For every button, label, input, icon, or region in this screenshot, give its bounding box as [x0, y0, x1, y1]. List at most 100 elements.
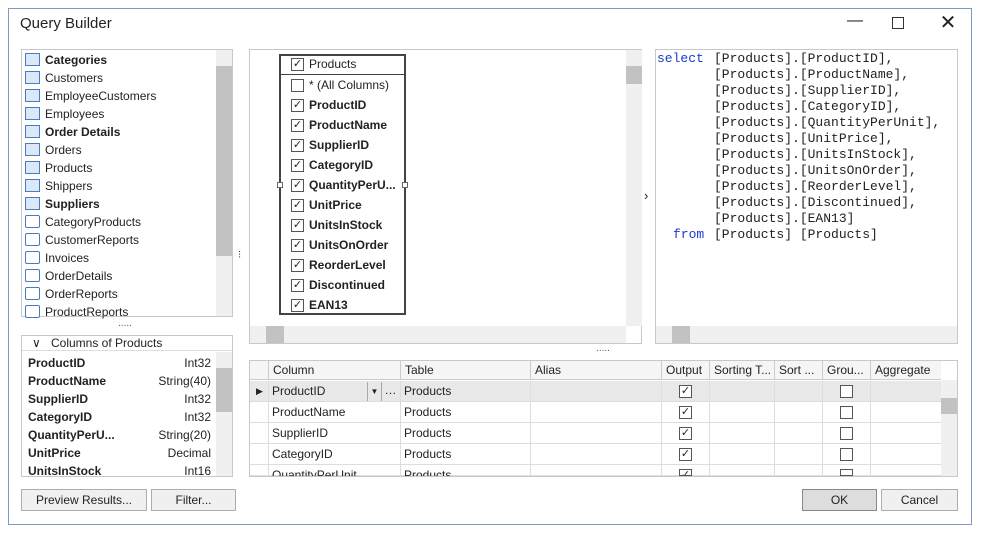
checkbox[interactable]: ✓ [291, 139, 304, 152]
table-item[interactable]: OrderDetails [45, 269, 113, 283]
columns-header-line [22, 350, 232, 351]
checkbox[interactable]: ✓ [679, 406, 692, 419]
column-name: SupplierID [28, 392, 89, 406]
checkbox[interactable]: ✓ [291, 279, 304, 292]
grid-cell[interactable]: QuantityPerUnit [272, 468, 357, 476]
grid-cell[interactable]: ProductID [272, 384, 326, 398]
table-item[interactable]: Products [45, 161, 93, 175]
table-item[interactable]: EmployeeCustomers [45, 89, 157, 103]
field-name[interactable]: * (All Columns) [309, 78, 390, 92]
sql-text: [Products].[QuantityPerUnit], [714, 115, 941, 130]
table-item[interactable]: Customers [45, 71, 104, 85]
cancel-button[interactable]: Cancel [881, 489, 958, 511]
table-icon [25, 107, 40, 120]
checkbox[interactable]: ✓ [291, 219, 304, 232]
table-icon [25, 287, 40, 300]
columns-panel [21, 335, 233, 477]
column-type: Int16 [184, 464, 211, 478]
field-name[interactable]: UnitsInStock [309, 218, 383, 232]
grid-cell[interactable]: ProductName [272, 405, 346, 419]
grid-cell[interactable]: Products [404, 426, 452, 440]
cell-border [530, 444, 531, 465]
checkbox[interactable] [840, 427, 853, 440]
maximize-button[interactable] [892, 17, 904, 29]
field-name[interactable]: ReorderLevel [309, 258, 386, 272]
checkbox[interactable]: ✓ [291, 259, 304, 272]
field-name[interactable]: Discontinued [309, 278, 386, 292]
table-item[interactable]: Categories [45, 53, 108, 67]
field-name[interactable]: UnitsOnOrder [309, 238, 389, 252]
column-name: ProductID [28, 356, 86, 370]
checkbox[interactable]: ✓ [291, 239, 304, 252]
cell-border [870, 444, 871, 465]
close-button[interactable]: ✕ [939, 12, 957, 34]
grid-header: Table [400, 361, 530, 380]
cell-border [530, 423, 531, 444]
filter-button[interactable]: Filter... [151, 489, 236, 511]
grid-cell[interactable]: Products [404, 405, 452, 419]
sql-text: [Products].[Discontinued], [714, 195, 917, 210]
field-name[interactable]: EAN13 [309, 298, 348, 312]
checkbox[interactable]: ✓ [291, 299, 304, 312]
checkbox[interactable]: ✓ [291, 159, 304, 172]
cell-border [870, 402, 871, 423]
checkbox[interactable]: ✓ [679, 469, 692, 476]
grid-cell[interactable]: CategoryID [272, 447, 333, 461]
tables-panel [21, 49, 233, 317]
checkbox[interactable] [840, 448, 853, 461]
table-item[interactable]: Orders [45, 143, 82, 157]
splitter: ..... [596, 343, 610, 353]
cell-border [709, 402, 710, 423]
cell-border [774, 423, 775, 444]
checkbox[interactable]: ✓ [291, 119, 304, 132]
preview-button[interactable]: Preview Results... [21, 489, 147, 511]
field-name[interactable]: SupplierID [309, 138, 370, 152]
grid-cell[interactable]: Products [404, 384, 452, 398]
ok-button[interactable]: OK [802, 489, 877, 511]
ellipsis-button[interactable]: … [381, 382, 399, 401]
sql-text: [Products].[ProductName], [714, 67, 910, 82]
table-item[interactable]: CategoryProducts [45, 215, 142, 229]
field-name[interactable]: ProductID [309, 98, 367, 112]
grid-header: Grou... [822, 361, 870, 380]
checkbox[interactable]: ✓ [679, 427, 692, 440]
table-icon [25, 233, 40, 246]
checkbox[interactable]: ✓ [291, 58, 304, 71]
sql-text: [Products] [Products] [714, 227, 878, 242]
checkbox[interactable]: ✓ [291, 179, 304, 192]
checkbox[interactable] [840, 385, 853, 398]
field-name[interactable]: QuantityPerU... [309, 178, 396, 192]
field-name[interactable]: CategoryID [309, 158, 374, 172]
window-title: Query Builder [20, 15, 112, 32]
column-type: Decimal [167, 446, 211, 460]
table-item[interactable]: Invoices [45, 251, 90, 265]
splitter: ..... [118, 318, 132, 328]
table-item[interactable]: ProductReports [45, 305, 129, 319]
field-name[interactable]: ProductName [309, 118, 388, 132]
checkbox[interactable] [840, 406, 853, 419]
cell-border [661, 381, 662, 402]
table-item[interactable]: OrderReports [45, 287, 118, 301]
grid-cell[interactable]: Products [404, 447, 452, 461]
table-item[interactable]: CustomerReports [45, 233, 140, 247]
checkbox[interactable]: ✓ [679, 448, 692, 461]
table-item[interactable]: Order Details [45, 125, 121, 139]
cell-border [268, 444, 269, 465]
field-name[interactable]: UnitPrice [309, 198, 362, 212]
expand-arrow[interactable]: › [644, 188, 649, 203]
cell-border [709, 381, 710, 402]
checkbox[interactable] [291, 79, 304, 92]
table-item[interactable]: Shippers [45, 179, 93, 193]
checkbox[interactable]: ✓ [679, 385, 692, 398]
grid-cell[interactable]: SupplierID [272, 426, 329, 440]
dropdown-button[interactable]: ▼ [367, 382, 381, 401]
checkbox[interactable]: ✓ [291, 99, 304, 112]
table-item[interactable]: Suppliers [45, 197, 100, 211]
scroll-thumb [672, 326, 690, 343]
table-item[interactable]: Employees [45, 107, 105, 121]
checkbox[interactable]: ✓ [291, 199, 304, 212]
cell-border [661, 423, 662, 444]
grid-cell[interactable]: Products [404, 468, 452, 476]
checkbox[interactable] [840, 469, 853, 476]
minimize-button[interactable]: — [847, 12, 863, 29]
